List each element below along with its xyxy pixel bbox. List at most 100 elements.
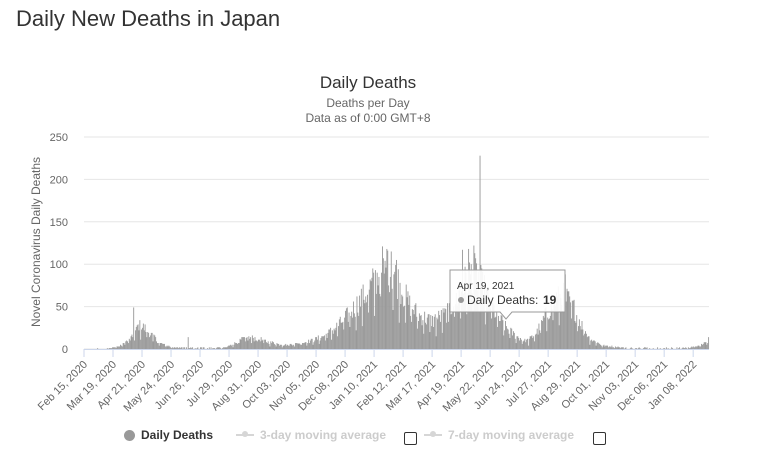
daily-deaths-bar[interactable] [134,330,136,349]
daily-deaths-bar[interactable] [699,346,701,349]
daily-deaths-bar[interactable] [309,340,311,349]
daily-deaths-bar[interactable] [137,324,139,349]
daily-deaths-bar[interactable] [142,327,143,349]
daily-deaths-bar[interactable] [113,347,114,349]
daily-deaths-bar[interactable] [667,348,669,349]
daily-deaths-bar[interactable] [427,314,429,349]
daily-deaths-bar[interactable] [433,316,435,349]
daily-deaths-bar[interactable] [445,309,447,349]
daily-deaths-bar[interactable] [333,328,335,349]
daily-deaths-bar[interactable] [231,344,233,349]
daily-deaths-bar[interactable] [498,315,499,349]
daily-deaths-bar[interactable] [690,347,692,349]
daily-deaths-bar[interactable] [424,311,426,349]
daily-deaths-bar[interactable] [450,314,452,349]
daily-deaths-bar[interactable] [287,344,288,349]
daily-deaths-bar[interactable] [367,312,369,349]
daily-deaths-bar[interactable] [297,343,299,349]
daily-deaths-bar[interactable] [271,343,273,349]
daily-deaths-bar[interactable] [121,346,123,349]
daily-deaths-bar[interactable] [122,343,124,349]
daily-deaths-bar[interactable] [324,340,326,349]
daily-deaths-bar[interactable] [559,293,561,349]
daily-deaths-bar[interactable] [243,337,245,349]
daily-deaths-bar[interactable] [522,341,524,349]
daily-deaths-bar[interactable] [338,319,340,349]
daily-deaths-bar[interactable] [620,348,622,349]
daily-deaths-bar[interactable] [371,277,373,349]
daily-deaths-bar[interactable] [372,268,374,349]
daily-deaths-bar[interactable] [416,316,418,349]
daily-deaths-bar[interactable] [508,333,510,349]
daily-deaths-bar[interactable] [375,293,377,349]
daily-deaths-bar[interactable] [646,347,648,349]
daily-deaths-bar[interactable] [150,332,152,349]
daily-deaths-bar[interactable] [114,347,116,349]
daily-deaths-bar[interactable] [320,337,322,349]
daily-deaths-bar[interactable] [520,337,521,349]
daily-deaths-bar[interactable] [298,343,300,349]
daily-deaths-bar[interactable] [408,304,410,349]
daily-deaths-bar[interactable] [436,317,438,349]
daily-deaths-bar[interactable] [691,346,693,349]
daily-deaths-bar[interactable] [583,335,585,349]
daily-deaths-bar[interactable] [405,284,407,349]
daily-deaths-bar[interactable] [513,332,515,349]
daily-deaths-bar[interactable] [157,343,159,349]
daily-deaths-bar[interactable] [400,304,402,349]
daily-deaths-bar[interactable] [222,347,224,349]
daily-deaths-bar[interactable] [537,334,539,349]
daily-deaths-bar[interactable] [240,339,242,349]
daily-deaths-bar[interactable] [339,316,341,349]
daily-deaths-bar[interactable] [676,347,678,349]
daily-deaths-bar[interactable] [607,345,608,349]
daily-deaths-bar[interactable] [293,344,295,349]
daily-deaths-bar[interactable] [208,347,210,349]
daily-deaths-bar[interactable] [246,337,248,349]
daily-deaths-bar[interactable] [458,290,460,349]
daily-deaths-bar[interactable] [603,344,605,349]
daily-deaths-bar[interactable] [259,341,261,349]
daily-deaths-bar[interactable] [545,307,547,349]
daily-deaths-bar[interactable] [239,338,241,349]
daily-deaths-bar[interactable] [491,303,493,349]
daily-deaths-bar[interactable] [527,345,529,349]
daily-deaths-bar[interactable] [165,346,167,349]
daily-deaths-bar[interactable] [695,346,697,349]
daily-deaths-bar[interactable] [290,343,292,349]
daily-deaths-bar[interactable] [575,322,577,349]
daily-deaths-bar[interactable] [234,342,236,349]
daily-deaths-bar[interactable] [132,337,134,349]
daily-deaths-bar[interactable] [538,323,540,349]
daily-deaths-bar[interactable] [170,347,172,349]
daily-deaths-bar[interactable] [503,335,505,349]
daily-deaths-bar[interactable] [274,344,276,349]
daily-deaths-bar[interactable] [155,337,157,349]
daily-deaths-bar[interactable] [265,339,266,349]
daily-deaths-bar[interactable] [432,315,434,349]
daily-deaths-bar[interactable] [373,272,375,349]
daily-deaths-bar[interactable] [500,315,502,349]
daily-deaths-bar[interactable] [635,348,637,349]
daily-deaths-bar[interactable] [364,303,366,349]
daily-deaths-bar[interactable] [376,272,378,349]
daily-deaths-bar[interactable] [494,317,496,349]
daily-deaths-bar[interactable] [549,318,550,349]
daily-deaths-bar[interactable] [306,345,308,349]
daily-deaths-bar[interactable] [159,343,161,349]
daily-deaths-bar[interactable] [597,342,599,349]
daily-deaths-bar[interactable] [130,336,132,349]
daily-deaths-bar[interactable] [280,344,282,349]
daily-deaths-bar[interactable] [168,345,170,349]
daily-deaths-bar[interactable] [269,346,271,349]
daily-deaths-bar[interactable] [328,329,330,350]
daily-deaths-bar[interactable] [580,329,582,350]
daily-deaths-bar[interactable] [643,348,644,349]
daily-deaths-bar[interactable] [200,347,202,349]
daily-deaths-bar[interactable] [291,344,293,349]
daily-deaths-bar[interactable] [167,346,169,349]
daily-deaths-bar[interactable] [135,326,137,349]
daily-deaths-bar[interactable] [158,345,160,349]
daily-deaths-bar[interactable] [152,341,154,349]
daily-deaths-bar[interactable] [544,308,546,349]
